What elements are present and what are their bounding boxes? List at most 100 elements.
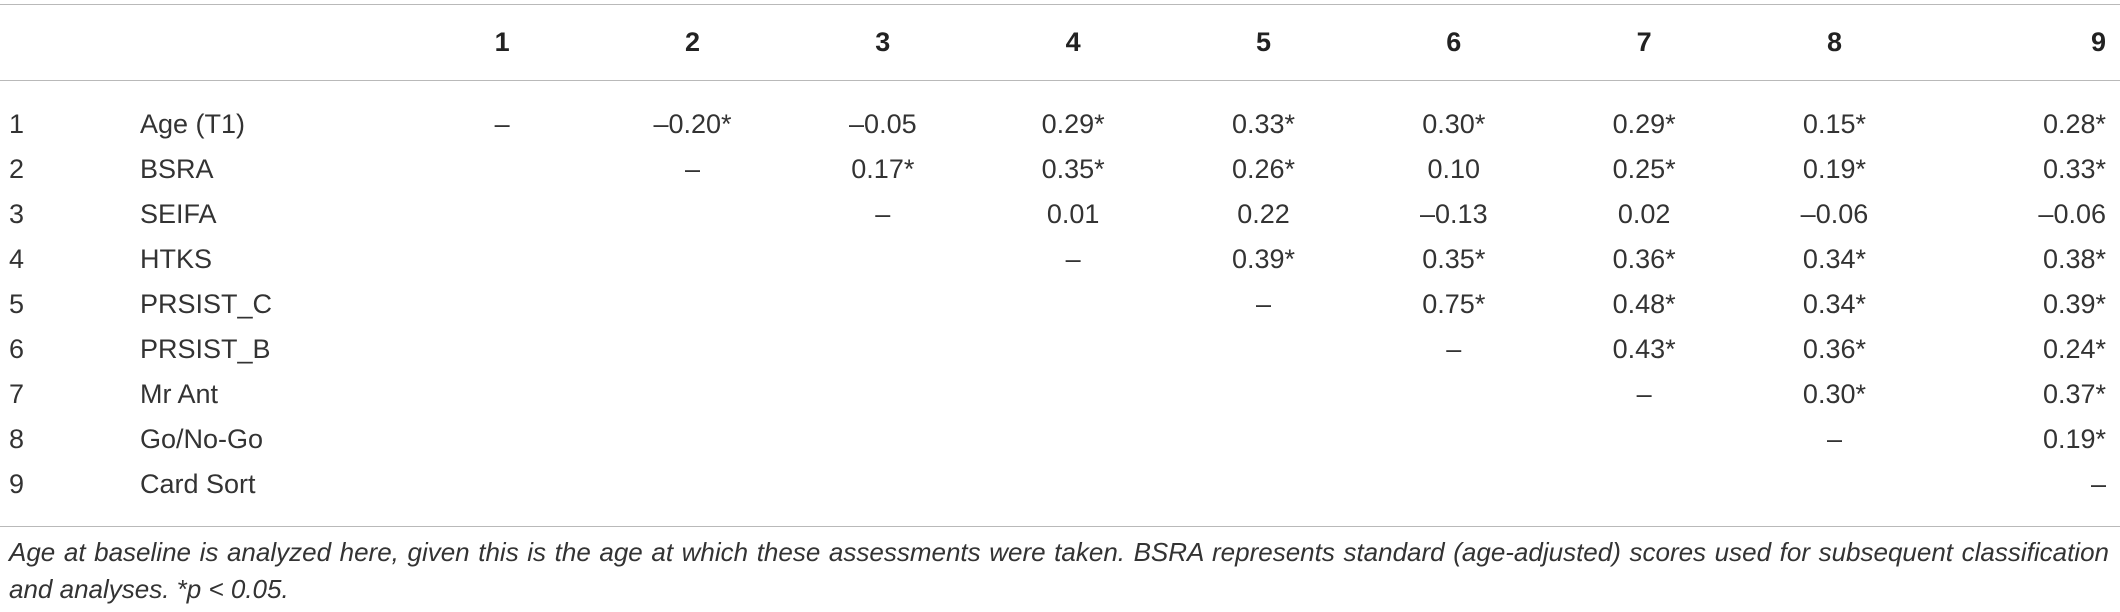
header-col-3: 3 bbox=[875, 26, 891, 57]
correlation-cell: 0.30* bbox=[1802, 379, 1866, 409]
correlation-cell: 0.39* bbox=[2042, 289, 2106, 319]
correlation-cell: – bbox=[494, 109, 510, 139]
header-col-8: 8 bbox=[1826, 26, 1842, 57]
row-spacer bbox=[400, 147, 407, 192]
correlation-cell bbox=[788, 237, 978, 282]
row-variable-name: HTKS bbox=[140, 244, 213, 274]
correlation-cell: 0.17* bbox=[851, 154, 915, 184]
table-body: 1 Age (T1) – –0.20* –0.05 0.29* 0.33* 0.30* 0.29… bbox=[0, 80, 2120, 507]
row-variable-name: Go/No-Go bbox=[140, 424, 264, 454]
correlation-cell: – bbox=[684, 154, 700, 184]
row-number: 5 bbox=[9, 289, 25, 319]
correlation-cell: – bbox=[2090, 469, 2106, 499]
correlation-cell bbox=[407, 372, 597, 417]
correlation-cell bbox=[407, 147, 597, 192]
correlation-cell bbox=[597, 192, 787, 237]
correlation-cell: 0.25* bbox=[1612, 154, 1676, 184]
correlation-cell bbox=[978, 417, 1168, 462]
row-variable-name: PRSIST_B bbox=[140, 334, 271, 364]
correlation-cell: 0.30* bbox=[1422, 109, 1486, 139]
correlation-cell: –0.13 bbox=[1420, 199, 1488, 229]
correlation-cell bbox=[597, 372, 787, 417]
correlation-cell bbox=[407, 417, 597, 462]
correlation-cell: 0.34* bbox=[1802, 289, 1866, 319]
table-row: 5 PRSIST_C – 0.75* 0.48* 0.34* 0.39* bbox=[0, 282, 2120, 327]
correlation-cell: 0.29* bbox=[1041, 109, 1105, 139]
correlation-cell bbox=[978, 372, 1168, 417]
correlation-cell bbox=[1739, 462, 1929, 507]
table-row: 8 Go/No-Go – 0.19* bbox=[0, 417, 2120, 462]
table-top-rule bbox=[0, 4, 2120, 5]
table-header-row: 1 2 3 4 5 6 7 8 9 bbox=[0, 0, 2120, 80]
header-col-1: 1 bbox=[494, 26, 510, 57]
correlation-cell: – bbox=[1065, 244, 1081, 274]
correlation-cell bbox=[597, 237, 787, 282]
correlation-cell: – bbox=[875, 199, 891, 229]
header-col-9: 9 bbox=[2090, 26, 2106, 57]
table-row: 7 Mr Ant – 0.30* 0.37* bbox=[0, 372, 2120, 417]
row-spacer bbox=[400, 327, 407, 372]
correlation-cell: 0.48* bbox=[1612, 289, 1676, 319]
correlation-cell: 0.02 bbox=[1617, 199, 1671, 229]
row-variable-name: Card Sort bbox=[140, 469, 256, 499]
correlation-cell: –0.05 bbox=[849, 109, 917, 139]
correlation-cell bbox=[407, 192, 597, 237]
correlation-cell: 0.36* bbox=[1612, 244, 1676, 274]
correlation-cell bbox=[788, 372, 978, 417]
correlation-cell bbox=[1168, 327, 1358, 372]
table-row: 1 Age (T1) – –0.20* –0.05 0.29* 0.33* 0.30* 0.29… bbox=[0, 80, 2120, 147]
header-cell-blank-name bbox=[140, 0, 400, 80]
row-variable-name: Age (T1) bbox=[140, 109, 246, 139]
correlation-cell: –0.06 bbox=[1800, 199, 1869, 229]
correlation-cell: – bbox=[1636, 379, 1652, 409]
header-cell-blank-num bbox=[0, 0, 140, 80]
correlation-cell bbox=[1359, 372, 1549, 417]
table-bottom-rule bbox=[0, 526, 2120, 527]
correlation-cell: 0.34* bbox=[1802, 244, 1866, 274]
row-number: 8 bbox=[9, 424, 25, 454]
correlation-table: 1 2 3 4 5 6 7 8 9 1 Age (T1) – –0.20* –0.05 0… bbox=[0, 0, 2120, 507]
row-spacer bbox=[400, 237, 407, 282]
correlation-cell: 0.75* bbox=[1422, 289, 1486, 319]
table-header-rule bbox=[0, 80, 2120, 81]
row-spacer bbox=[400, 192, 407, 237]
header-col-2: 2 bbox=[684, 26, 700, 57]
correlation-cell bbox=[597, 462, 787, 507]
correlation-cell bbox=[597, 282, 787, 327]
correlation-cell: 0.01 bbox=[1046, 199, 1100, 229]
correlation-cell bbox=[597, 327, 787, 372]
correlation-cell bbox=[1359, 462, 1549, 507]
correlation-cell: 0.19* bbox=[2042, 424, 2106, 454]
correlation-cell: 0.28* bbox=[2042, 109, 2106, 139]
correlation-cell: 0.22 bbox=[1237, 199, 1290, 229]
header-col-4: 4 bbox=[1065, 26, 1081, 57]
correlation-cell: 0.24* bbox=[2042, 334, 2106, 364]
row-spacer bbox=[400, 462, 407, 507]
correlation-cell bbox=[407, 462, 597, 507]
header-col-6: 6 bbox=[1446, 26, 1462, 57]
row-number: 4 bbox=[9, 244, 25, 274]
row-number: 3 bbox=[9, 199, 25, 229]
row-variable-name: SEIFA bbox=[140, 199, 217, 229]
row-spacer bbox=[400, 417, 407, 462]
row-number: 1 bbox=[9, 109, 25, 139]
row-spacer bbox=[400, 80, 407, 147]
header-col-5: 5 bbox=[1255, 26, 1271, 57]
table-row: 3 SEIFA – 0.01 0.22 –0.13 0.02 –0.06 –0.06 bbox=[0, 192, 2120, 237]
correlation-cell: 0.37* bbox=[2042, 379, 2106, 409]
correlation-cell bbox=[1168, 372, 1358, 417]
correlation-cell: 0.38* bbox=[2042, 244, 2106, 274]
table-row: 2 BSRA – 0.17* 0.35* 0.26* 0.10 0.25* 0.19* 0.33* bbox=[0, 147, 2120, 192]
correlation-cell bbox=[978, 327, 1168, 372]
correlation-cell: –0.06 bbox=[2038, 199, 2106, 229]
correlation-cell bbox=[1359, 417, 1549, 462]
row-number: 9 bbox=[9, 469, 25, 499]
correlation-cell bbox=[788, 327, 978, 372]
row-number: 2 bbox=[9, 154, 25, 184]
correlation-cell: 0.29* bbox=[1612, 109, 1676, 139]
correlation-cell bbox=[978, 462, 1168, 507]
correlation-cell bbox=[1168, 462, 1358, 507]
correlation-cell: 0.35* bbox=[1422, 244, 1486, 274]
table-row: 6 PRSIST_B – 0.43* 0.36* 0.24* bbox=[0, 327, 2120, 372]
correlation-cell bbox=[407, 282, 597, 327]
